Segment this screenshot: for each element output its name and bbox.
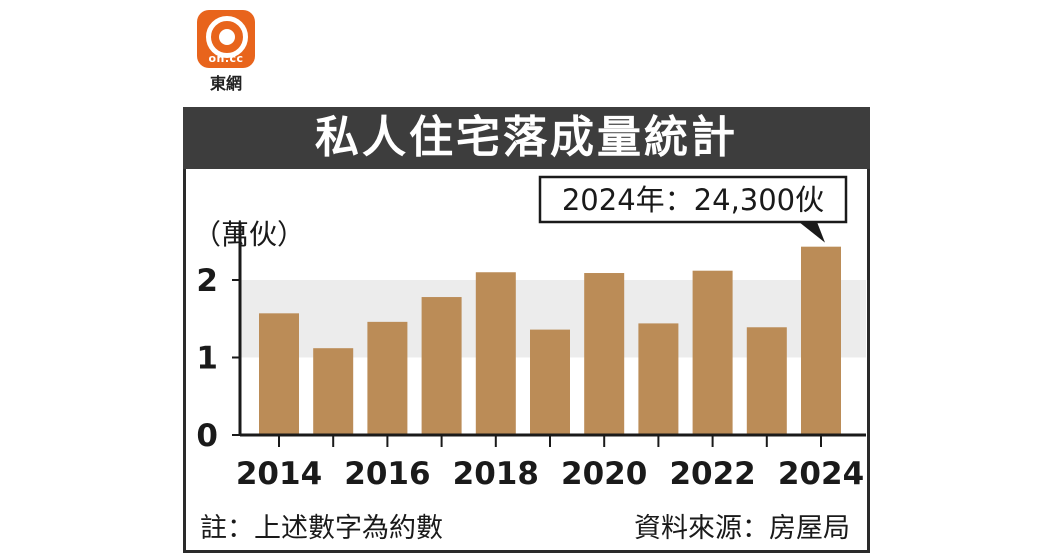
logo-word: on.cc — [208, 52, 244, 65]
on-cc-logo-icon: on.cc — [197, 10, 255, 68]
x-tick-label: 2016 — [344, 456, 430, 492]
chart-title: 私人住宅落成量統計 — [183, 107, 870, 169]
logo-ring — [206, 16, 248, 58]
y-tick-label: 2 — [196, 263, 218, 299]
x-tick-label: 2014 — [236, 456, 322, 492]
y-tick-label: 0 — [196, 418, 218, 454]
bar-2018 — [475, 272, 516, 435]
bar-2022 — [692, 270, 733, 435]
source-note: 資料來源：房屋局 — [634, 513, 850, 544]
callout-pointer — [799, 222, 825, 243]
bar-2021 — [638, 323, 679, 435]
bar-2020 — [584, 273, 625, 435]
x-tick-label: 2020 — [561, 456, 647, 492]
bar-2023 — [746, 327, 787, 435]
bar-2014 — [259, 313, 299, 435]
logo-text: 東網 — [209, 74, 242, 93]
footnote: 註：上述數字為約數 — [200, 513, 443, 544]
bar-2024 — [801, 246, 841, 435]
bar-2015 — [313, 348, 354, 435]
callout-box — [538, 175, 848, 224]
y-tick-label: 1 — [196, 341, 218, 377]
callout-text: 2024年：24,300伙 — [562, 183, 824, 217]
x-tick-label: 2024 — [778, 456, 864, 492]
bar-2019 — [530, 329, 570, 435]
annotation-callout: 2024年：24,300伙 — [538, 175, 848, 243]
bar-2016 — [367, 321, 408, 435]
logo-dot — [219, 29, 235, 45]
x-tick-label: 2022 — [669, 456, 755, 492]
y-unit-label: （萬伙） — [193, 218, 305, 251]
x-tick-label: 2018 — [453, 456, 539, 492]
bar-2017 — [421, 297, 462, 435]
on-cc-logo: on.cc 東網 — [196, 10, 258, 94]
